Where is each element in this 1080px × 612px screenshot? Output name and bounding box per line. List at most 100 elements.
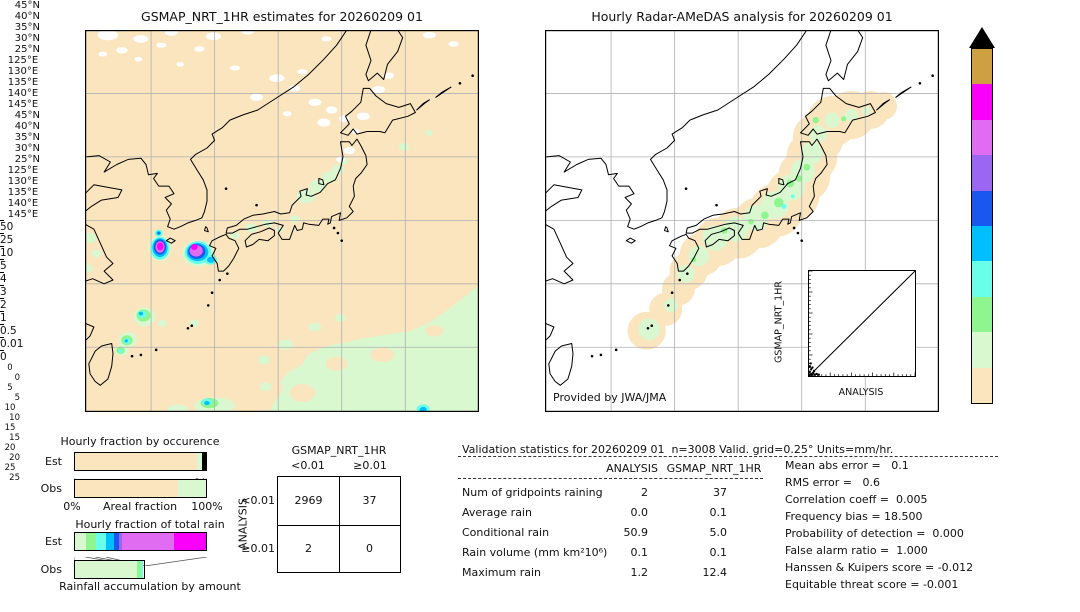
map-lat-label: 25°N	[14, 44, 40, 55]
colorbar-tick-label: 0.5	[0, 325, 17, 337]
right-map-title: Hourly Radar-AMeDAS analysis for 2026020…	[591, 9, 893, 24]
map-lon-label: 145°E	[7, 209, 39, 220]
bar-segment-purple	[118, 533, 123, 550]
colorbar-tick	[0, 324, 4, 325]
colorbar-tick	[0, 298, 4, 299]
validation-rows: Num of gridpoints raining 2 37 Average rain…	[462, 486, 772, 586]
occurrence-obs-bar	[74, 479, 207, 498]
score-row: Correlation coeff = 0.005	[785, 493, 928, 506]
colorbar-tick-label: 0.01	[0, 338, 24, 350]
validation-row: Num of gridpoints raining 2 37	[462, 486, 772, 506]
occurrence-est-bar	[74, 452, 207, 471]
colorbar-segment-orchid	[972, 119, 992, 156]
colorbar-segment-aqua	[972, 261, 992, 297]
colorbar-segment-blue	[972, 190, 992, 226]
bar-segment-magenta	[173, 533, 206, 550]
contingency-row-label-ge: ≥0.01	[241, 542, 275, 555]
inset-y-tick-label: 25	[9, 473, 20, 483]
map-lon-label: 135°E	[7, 77, 39, 88]
score-row: Frequency bias = 18.500	[785, 510, 923, 523]
credit-text: Provided by JWA/JMA	[553, 391, 667, 404]
contingency-col-label-ge: ≥0.01	[353, 459, 387, 472]
validation-analysis-value: 0.1	[630, 546, 649, 559]
contingency-cell-miss: 2	[305, 541, 312, 555]
score-row: Hanssen & Kuipers score = -0.012	[785, 561, 974, 574]
validation-col-analysis: ANALYSIS	[606, 462, 658, 475]
validation-row: Rain volume (mm km²10⁶) 0.1 0.1	[462, 546, 772, 566]
colorbar-tick-label: 5	[0, 260, 7, 272]
bar-segment-aqua	[95, 533, 107, 550]
validation-gsmap-value: 12.4	[702, 566, 728, 579]
map-lat-label: 35°N	[14, 132, 40, 143]
colorbar-tick	[0, 272, 4, 273]
map-lat-label: 45°N	[14, 110, 40, 121]
map-lat-label: 30°N	[14, 33, 40, 44]
validation-row-label: Maximum rain	[462, 566, 541, 579]
validation-row: Maximum rain 1.2 12.4	[462, 566, 772, 586]
totalrain-obs-bar	[74, 560, 145, 579]
contingency-cell-hits: 0	[366, 541, 373, 555]
totalrain-caption: Rainfall accumulation by amount	[59, 580, 241, 593]
colorbar-segment-purple	[972, 155, 992, 191]
totalrain-est-bar	[74, 532, 207, 551]
colorbar-segment-deep_sky	[972, 225, 992, 262]
validation-title: Validation statistics for 20260209 01 n=…	[462, 443, 894, 456]
validation-row-label: Num of gridpoints raining	[462, 486, 603, 499]
validation-row-label: Rain volume (mm km²10⁶)	[462, 546, 608, 559]
colorbar-tick-label: 4	[0, 273, 7, 285]
inset-x-tick-label: 0	[7, 363, 13, 373]
map-lon-label: 145°E	[7, 99, 39, 110]
colorbar-segment-light_green	[972, 296, 992, 333]
map-lon-label: 125°E	[7, 55, 39, 66]
contingency-col-group: GSMAP_NRT_1HR	[291, 444, 387, 457]
map-lon-label: 125°E	[7, 165, 39, 176]
inset-y-axis-label: GSMAP_NRT_1HR	[773, 281, 785, 363]
inset-x-axis-label: ANALYSIS	[838, 387, 884, 398]
totalrain-chart-title: Hourly fraction of total rain	[75, 518, 225, 531]
bar-segment-pale_green	[75, 533, 87, 550]
bar-segment-aqua	[140, 561, 144, 578]
bar-segment-blue	[114, 533, 119, 550]
validation-divider-header	[458, 478, 763, 479]
colorbar-tick	[0, 233, 4, 234]
colorbar-tick-label: 1	[0, 312, 7, 324]
colorbar-segment-pale_green	[972, 332, 992, 368]
colorbar-tick	[0, 337, 4, 338]
bar-segment-black	[202, 453, 206, 470]
inset-x-tick-label: 25	[4, 463, 16, 473]
map-lat-label: 40°N	[14, 11, 40, 22]
contingency-row-label-lt: <0.01	[241, 494, 275, 507]
contingency-row-divider	[278, 524, 400, 526]
bar-segment-orchid	[122, 533, 174, 550]
colorbar-tick	[0, 311, 4, 312]
colorbar-tick	[0, 246, 4, 247]
score-row: Probability of detection = 0.000	[785, 527, 964, 540]
occurrence-axis-label: Areal fraction	[102, 500, 178, 513]
map-lon-label: 140°E	[7, 88, 39, 99]
occurrence-chart-title: Hourly fraction by occurence	[60, 435, 220, 448]
score-row: Equitable threat score = -0.001	[785, 578, 959, 591]
contingency-cell-hits-none: 2969	[294, 494, 323, 508]
inset-y-tick-label: 5	[14, 393, 20, 403]
validation-row: Conditional rain 50.9 5.0	[462, 526, 772, 546]
totalrain-obs-label: Obs	[40, 563, 62, 576]
contingency-table: 2969 37 2 0	[277, 476, 401, 573]
score-row: RMS error = 0.6	[785, 476, 880, 489]
validation-analysis-value: 0.0	[630, 506, 649, 519]
bar-segment-wheat	[75, 453, 198, 470]
colorbar-segment-magenta	[972, 84, 992, 120]
occurrence-est-label: Est	[45, 455, 62, 468]
inset-scatter-plot	[808, 270, 916, 377]
bar-segment-pale_green	[197, 453, 203, 470]
inset-x-tick-label: 5	[7, 383, 13, 393]
score-row: False alarm ratio = 1.000	[785, 544, 928, 557]
bar-segment-light_green	[137, 561, 141, 578]
validation-row-label: Average rain	[462, 506, 532, 519]
validation-row: Average rain 0.0 0.1	[462, 506, 772, 526]
inset-y-tick-label: 20	[9, 453, 20, 463]
colorbar	[971, 48, 993, 404]
map-lon-label: 130°E	[7, 176, 39, 187]
map-lat-label: 35°N	[14, 22, 40, 33]
score-list: Mean abs error = 0.1 RMS error = 0.6 Corre…	[785, 459, 1025, 595]
colorbar-tick-label: 3	[0, 286, 7, 298]
